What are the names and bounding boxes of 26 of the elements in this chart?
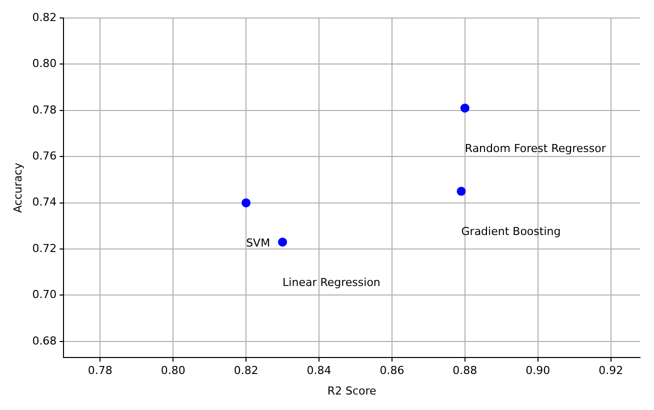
y-tick-label: 0.80 bbox=[32, 57, 57, 70]
y-axis-title: Accuracy bbox=[11, 162, 24, 213]
y-tick-label: 0.72 bbox=[32, 242, 57, 255]
x-tick-label: 0.84 bbox=[306, 364, 332, 378]
point bbox=[278, 238, 288, 247]
y-tick-label: 0.74 bbox=[32, 196, 57, 209]
x-axis-title: R2 Score bbox=[327, 384, 377, 398]
y-tick-label: 0.68 bbox=[32, 334, 57, 348]
point bbox=[456, 186, 466, 196]
point bbox=[460, 104, 470, 113]
annotation: SVM bbox=[246, 236, 270, 250]
y-tick-label: 0.78 bbox=[32, 103, 57, 116]
y-tick-label: 0.70 bbox=[32, 288, 57, 302]
x-tick-label: 0.78 bbox=[88, 364, 112, 378]
x-tick-label: 0.80 bbox=[160, 364, 186, 378]
x-tick-label: 0.92 bbox=[598, 364, 624, 378]
annotation: Random Forest Regressor bbox=[464, 142, 606, 155]
x-tick-label: 0.82 bbox=[234, 364, 258, 378]
x-tick-label: 0.90 bbox=[526, 364, 550, 378]
annotation: Gradient Boosting bbox=[461, 225, 561, 238]
y-tick-label: 0.82 bbox=[32, 10, 57, 24]
y-tick-label: 0.76 bbox=[32, 149, 57, 162]
x-tick-label: 0.88 bbox=[452, 364, 478, 378]
x-tick-label: 0.86 bbox=[380, 364, 404, 378]
point bbox=[242, 198, 251, 208]
annotation: Linear Regression bbox=[282, 276, 380, 289]
